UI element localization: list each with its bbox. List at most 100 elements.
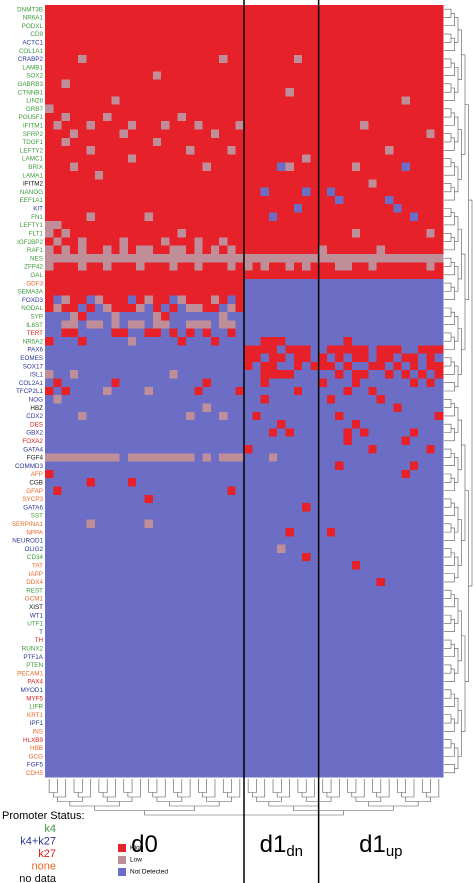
heatmap-cell (310, 88, 319, 97)
heatmap-cell (335, 54, 344, 64)
heatmap-cell (384, 162, 394, 172)
heatmap-cell (277, 220, 286, 230)
heatmap-cell (376, 702, 386, 711)
heatmap-cell (94, 29, 104, 39)
heatmap-cell (343, 536, 353, 545)
heatmap-cell (86, 478, 96, 487)
heatmap-cell (434, 685, 444, 695)
heatmap-cell (302, 710, 311, 720)
dendrogram-branch (454, 407, 459, 433)
dendrogram-branch (247, 779, 257, 793)
heatmap-cell (293, 353, 303, 363)
heatmap-cell (426, 212, 436, 222)
heatmap-cell (343, 403, 353, 413)
dendrogram-branch (444, 133, 452, 143)
heatmap-cell (244, 212, 253, 222)
heatmap-cell (194, 486, 203, 496)
heatmap-cell (210, 13, 220, 22)
heatmap-cell (244, 511, 253, 520)
heatmap-cell (326, 187, 336, 197)
heatmap-cell (161, 461, 170, 471)
heatmap-cell (426, 718, 436, 728)
heatmap-cell (136, 727, 145, 736)
heatmap-cell (194, 444, 203, 454)
heatmap-cell (426, 544, 436, 554)
heatmap-cell (177, 644, 187, 653)
heatmap-cell (409, 378, 419, 388)
heatmap-cell (177, 727, 187, 736)
heatmap-cell (343, 195, 353, 205)
heatmap-cell (351, 345, 361, 354)
heatmap-cell (194, 162, 203, 172)
heatmap-cell (293, 586, 303, 595)
heatmap-cell (409, 179, 419, 188)
heatmap-cell (194, 395, 203, 404)
heatmap-cell (210, 768, 220, 778)
heatmap-cell (219, 5, 228, 14)
heatmap-cell (426, 752, 436, 761)
heatmap-cell (227, 677, 237, 686)
heatmap-cell (144, 38, 154, 47)
heatmap-cell (368, 619, 377, 628)
heatmap-cell (194, 21, 203, 31)
heatmap-cell (169, 635, 178, 645)
heatmap-cell (94, 503, 104, 512)
heatmap-cell (61, 386, 71, 396)
heatmap-cell (169, 121, 178, 130)
heatmap-cell (210, 154, 220, 164)
heatmap-cell (434, 735, 444, 745)
heatmap-cell (119, 677, 129, 686)
heatmap-cell (310, 154, 319, 164)
heatmap-cell (235, 13, 245, 22)
heatmap-cell (418, 552, 427, 562)
heatmap-cell (136, 5, 145, 14)
heatmap-cell (401, 511, 411, 520)
heatmap-cell (127, 411, 137, 421)
heatmap-cell (61, 262, 71, 271)
heatmap-cell (401, 88, 411, 97)
heatmap-cell (326, 494, 336, 504)
heatmap-cell (252, 602, 261, 612)
heatmap-cell (360, 610, 369, 620)
group-label-subscript: up (386, 843, 403, 860)
heatmap-cell (277, 5, 286, 14)
heatmap-cell (94, 428, 104, 437)
heatmap-cell (210, 162, 220, 172)
row-label: GATA4 (23, 446, 43, 453)
heatmap-cell (53, 220, 62, 230)
heatmap-cell (69, 395, 79, 404)
row-label: GRB7 (26, 106, 44, 113)
heatmap-cell (260, 693, 270, 703)
heatmap-cell (368, 669, 377, 678)
heatmap-cell (219, 353, 228, 363)
row-label: EEF1A1 (20, 197, 44, 204)
heatmap-cell (434, 444, 444, 454)
dendrogram-branch (106, 797, 133, 802)
heatmap-cell (434, 287, 444, 296)
heatmap-cell (227, 610, 237, 620)
heatmap-cell (94, 544, 104, 554)
heatmap-cell (376, 718, 386, 728)
heatmap-cell (103, 328, 112, 338)
heatmap-cell (326, 395, 336, 404)
heatmap-cell (360, 328, 369, 338)
heatmap-cell (185, 710, 195, 720)
heatmap-cell (426, 88, 436, 97)
heatmap-cell (127, 370, 137, 379)
heatmap-cell (318, 635, 328, 645)
heatmap-cell (94, 212, 104, 222)
heatmap-cell (227, 237, 237, 247)
heatmap-cell (343, 386, 353, 396)
heatmap-cell (177, 245, 187, 255)
row-label: PECAM1 (17, 670, 43, 677)
dendrogram-branch (368, 801, 419, 807)
heatmap-cell (69, 328, 79, 338)
heatmap-cell (119, 54, 129, 64)
heatmap-cell (61, 619, 71, 628)
heatmap-cell (376, 461, 386, 471)
heatmap-cell (376, 171, 386, 180)
heatmap-cell (78, 652, 87, 662)
heatmap-cell (384, 320, 394, 330)
heatmap-cell (268, 237, 278, 247)
heatmap-cell (252, 395, 261, 404)
